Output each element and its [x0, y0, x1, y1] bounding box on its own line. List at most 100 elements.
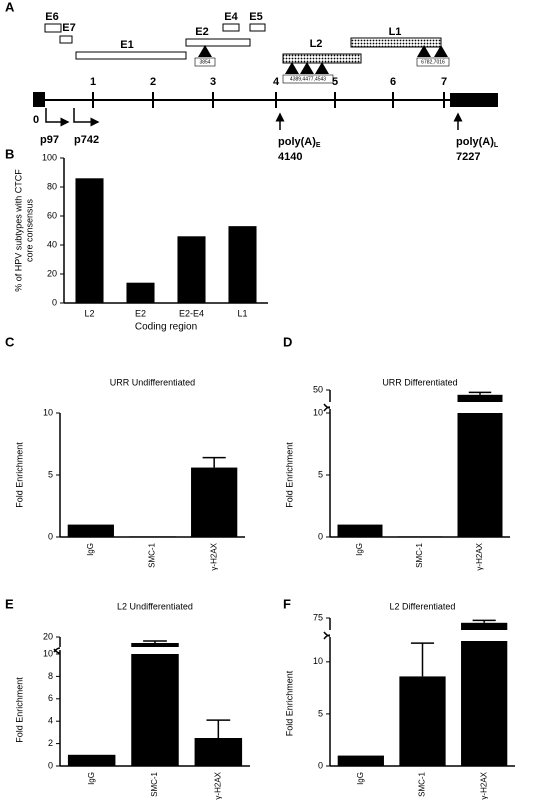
promoter-label: p97 — [40, 134, 59, 146]
gene-box — [350, 37, 442, 48]
ctcf-site — [198, 45, 448, 74]
x-tick-label: SMC-1 — [415, 542, 424, 567]
panel-label: A — [5, 0, 15, 14]
y-tick-label: 80 — [47, 181, 57, 191]
urr-box — [450, 93, 498, 107]
y-tick-label: 100 — [42, 152, 57, 162]
y-tick-label: 5 — [48, 469, 53, 479]
y-tick-label: 10 — [43, 407, 53, 417]
x-tick-label: SMC-1 — [150, 771, 159, 796]
bar — [457, 413, 503, 537]
x-tick-label: γ-H2AX — [209, 542, 218, 570]
chart-title: L2 Undifferentiated — [117, 601, 193, 611]
gene-label: E4 — [224, 11, 238, 23]
scale-tick — [92, 92, 445, 108]
error-bar — [468, 391, 492, 395]
y-tick-label: 20 — [43, 631, 53, 641]
bar — [131, 654, 179, 766]
panel-label: F — [283, 596, 291, 611]
x-tick-label: IgG — [355, 543, 364, 556]
panel-label: E — [5, 596, 14, 611]
x-tick-label: E2-E4 — [179, 308, 204, 318]
chart-title: URR Differentiated — [382, 377, 457, 387]
bar — [177, 236, 206, 303]
error-bar — [202, 456, 226, 468]
bar — [194, 738, 243, 766]
bar — [399, 676, 446, 766]
bar — [126, 282, 155, 303]
scale-label: 7 — [441, 76, 447, 88]
y-tick-label: 0 — [48, 760, 53, 770]
y-tick-label: 0 — [318, 531, 323, 541]
scale-label: 4 — [273, 76, 280, 88]
site-box — [194, 57, 216, 67]
bar — [397, 536, 443, 538]
x-tick-label: L2 — [84, 308, 94, 318]
gene-box — [75, 51, 187, 60]
gene-label: L2 — [310, 38, 323, 50]
y-tick-label: 60 — [47, 210, 57, 220]
x-axis-label: Coding region — [135, 322, 197, 333]
y-axis-label: Fold Enrichment — [14, 442, 24, 508]
scale-label: 6 — [390, 76, 396, 88]
bar — [75, 178, 104, 303]
y-tick-label: 6 — [48, 693, 53, 703]
bar — [461, 641, 508, 766]
y-axis-label: Fold Enrichment — [14, 677, 24, 743]
site-label: 4389,4477,4543 — [290, 76, 326, 82]
gene-box — [249, 23, 266, 32]
scale-label: 3 — [210, 76, 216, 88]
x-tick-label: E2 — [135, 308, 146, 318]
urr-box — [33, 92, 45, 107]
genome-map: A E6 E7 E1 E2 E4 E5 L2 L1 3854 4389,4477… — [5, 0, 499, 163]
bar — [191, 467, 238, 537]
scale-label: 5 — [332, 76, 338, 88]
gene-box — [59, 35, 73, 44]
y-tick-label: 75 — [313, 612, 323, 622]
bar — [337, 755, 384, 766]
panel-label: D — [283, 334, 292, 349]
error-bar — [410, 642, 435, 677]
site-box — [282, 74, 334, 84]
scale-label: 2 — [150, 76, 156, 88]
y-tick-label: 8 — [48, 671, 53, 681]
polya-label: poly(A)E — [278, 136, 321, 149]
bar — [67, 524, 114, 537]
bar-upper — [457, 394, 503, 402]
scale-label: 0 — [33, 114, 39, 126]
gene-box — [222, 23, 240, 32]
bar — [129, 536, 176, 538]
y-axis-label: Fold Enrichment — [284, 670, 294, 736]
panel-label: B — [5, 146, 14, 161]
chart-title: URR Undifferentiated — [110, 377, 195, 387]
y-axis-label: core consensus — [24, 198, 34, 262]
x-tick-label: IgG — [86, 543, 95, 556]
site-label: 6782,7016 — [421, 59, 445, 65]
y-tick-label: 20 — [47, 268, 57, 278]
gene-box — [44, 23, 62, 33]
polya-label: poly(A)L — [456, 136, 499, 149]
y-tick-label: 5 — [318, 469, 323, 479]
error-bar — [472, 619, 496, 623]
x-tick-label: γ-H2AX — [479, 771, 488, 799]
y-tick-label: 10 — [43, 648, 53, 658]
y-tick-label: 5 — [318, 708, 323, 718]
axis-break — [323, 631, 331, 640]
chart-title: L2 Differentiated — [390, 601, 456, 611]
x-tick-label: IgG — [356, 772, 365, 785]
gene-label: E1 — [120, 39, 133, 51]
promoter-label: p742 — [74, 134, 99, 146]
y-tick-label: 0 — [48, 531, 53, 541]
gene-box — [282, 53, 362, 64]
x-tick-label: SMC-1 — [148, 542, 157, 567]
y-tick-label: 2 — [48, 738, 53, 748]
y-tick-label: 50 — [313, 384, 323, 394]
x-tick-label: SMC-1 — [418, 771, 427, 796]
scale-label: 1 — [90, 76, 96, 88]
bar-upper — [131, 643, 179, 647]
panel-label: C — [5, 334, 15, 349]
polya-position: 4140 — [278, 151, 302, 163]
error-bar — [206, 719, 231, 738]
gene-label: E7 — [62, 22, 75, 34]
